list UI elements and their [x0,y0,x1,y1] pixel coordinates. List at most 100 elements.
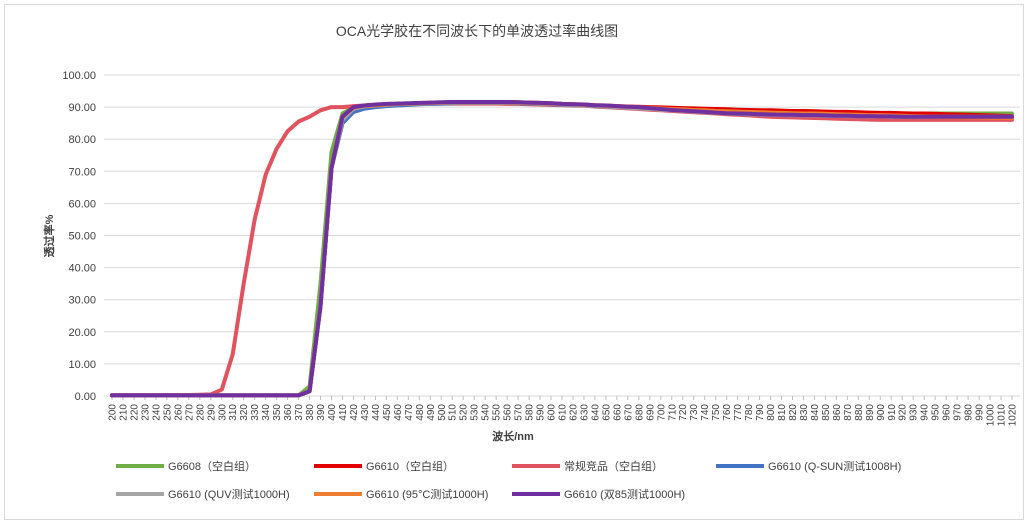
x-tick-label: 660 [612,404,623,421]
grid-lines [104,74,1020,397]
series-line-2 [110,101,1014,397]
x-tick-label: 800 [766,404,777,421]
x-tick-label: 850 [821,404,832,421]
x-tick-label: 620 [568,404,579,421]
x-tick-label: 750 [711,404,722,421]
x-tick-label: 320 [239,404,250,421]
x-tick-label: 220 [129,404,140,421]
y-tick-label: 60.00 [68,198,96,210]
x-tick-label: 790 [755,404,766,421]
legend: G6608（空白组） G6610（空白组） 常规竞品（空白组） G6610 (Q-SU… [116,459,901,501]
x-tick-label: 280 [195,404,206,421]
x-tick-label: 470 [404,404,415,421]
x-tick-label: 1010 [997,404,1008,427]
x-tick-label: 330 [250,404,261,421]
y-axis-label: 透过率% [42,214,56,257]
series-line-0 [110,100,1014,398]
legend-label: G6610 (95°C测试1000H) [366,488,488,501]
x-tick-label: 230 [140,404,151,421]
x-tick-label: 780 [744,404,755,421]
y-tick-label: 50.00 [68,231,96,243]
y-tick-label: 90.00 [68,102,96,114]
x-tick-label: 590 [536,404,547,421]
x-tick-label: 940 [920,404,931,421]
x-tick-label: 920 [898,404,909,421]
series-line-6 [110,100,1014,398]
y-tick-label: 100.00 [62,70,96,82]
x-tick-label: 200 [108,404,119,421]
x-tick-label: 770 [733,404,744,421]
x-tick-label: 520 [459,404,470,421]
x-tick-label: 490 [426,404,437,421]
x-tick-label: 500 [437,404,448,421]
x-tick-label: 560 [503,404,514,421]
x-tick-label: 580 [525,404,536,421]
y-tick-label: 0.00 [75,391,96,403]
x-tick-label: 720 [678,404,689,421]
legend-label: G6610 (Q-SUN测试1008H) [768,460,901,473]
x-tick-label: 990 [975,404,986,421]
y-tick-label: 10.00 [68,359,96,371]
x-tick-label: 880 [854,404,865,421]
legend-label: G6610 (QUV测试1000H) [168,488,290,501]
series-line-3 [110,100,1014,398]
legend-label: G6610 (双85测试1000H) [564,488,685,501]
x-tick-label: 390 [316,404,327,421]
x-tick-label: 690 [645,404,656,421]
x-tick-label: 640 [590,404,601,421]
x-tick-label: 240 [151,404,162,421]
x-tick-label: 400 [327,404,338,421]
x-tick-label: 440 [371,404,382,421]
x-tick-label: 570 [514,404,525,421]
x-tick-label: 960 [942,404,953,421]
x-tick-label: 210 [118,404,129,421]
y-tick-label: 40.00 [68,263,96,275]
x-tick-label: 350 [272,404,283,421]
x-tick-label: 300 [217,404,228,421]
x-tick-label: 430 [360,404,371,421]
x-tick-label: 460 [393,404,404,421]
x-tick-label: 450 [382,404,393,421]
x-tick-label: 700 [656,404,667,421]
legend-label: 常规竞品（空白组） [564,459,663,473]
legend-label: G6610（空白组） [366,459,454,473]
x-tick-label: 930 [909,404,920,421]
x-tick-label: 760 [722,404,733,421]
series-line-4 [110,100,1014,398]
y-tick-label: 30.00 [68,295,96,307]
y-axis: 0.00 10.00 20.00 30.00 40.00 50.00 60.00 70.00 8… [62,70,96,403]
x-tick-label: 420 [349,404,360,421]
x-tick-label: 600 [547,404,558,421]
chart-frame [4,4,1024,520]
legend-label: G6608（空白组） [168,459,256,473]
x-tick-label: 950 [931,404,942,421]
x-tick-label: 900 [876,404,887,421]
x-tick-label: 670 [623,404,634,421]
x-tick-label: 410 [338,404,349,421]
x-tick-label: 740 [700,404,711,421]
x-tick-label: 820 [788,404,799,421]
x-tick-label: 510 [448,404,459,421]
x-tick-label: 260 [173,404,184,421]
x-tick-label: 530 [470,404,481,421]
series-line-1 [110,100,1014,398]
x-tick-label: 1020 [1008,404,1019,427]
y-tick-label: 20.00 [68,327,96,339]
series-line-5 [110,100,1014,398]
x-tick-label: 860 [832,404,843,421]
series-lines [110,100,1014,398]
y-tick-label: 80.00 [68,134,96,146]
x-tick-label: 910 [887,404,898,421]
x-tick-label: 340 [261,404,272,421]
x-tick-label: 680 [634,404,645,421]
y-tick-label: 70.00 [68,166,96,178]
x-tick-label: 540 [481,404,492,421]
x-tick-label: 650 [601,404,612,421]
x-tick-label: 480 [415,404,426,421]
x-tick-label: 980 [964,404,975,421]
x-tick-label: 840 [810,404,821,421]
chart-title: OCA光学胶在不同波长下的单波透过率曲线图 [336,23,618,39]
x-tick-label: 890 [865,404,876,421]
x-tick-label: 870 [843,404,854,421]
